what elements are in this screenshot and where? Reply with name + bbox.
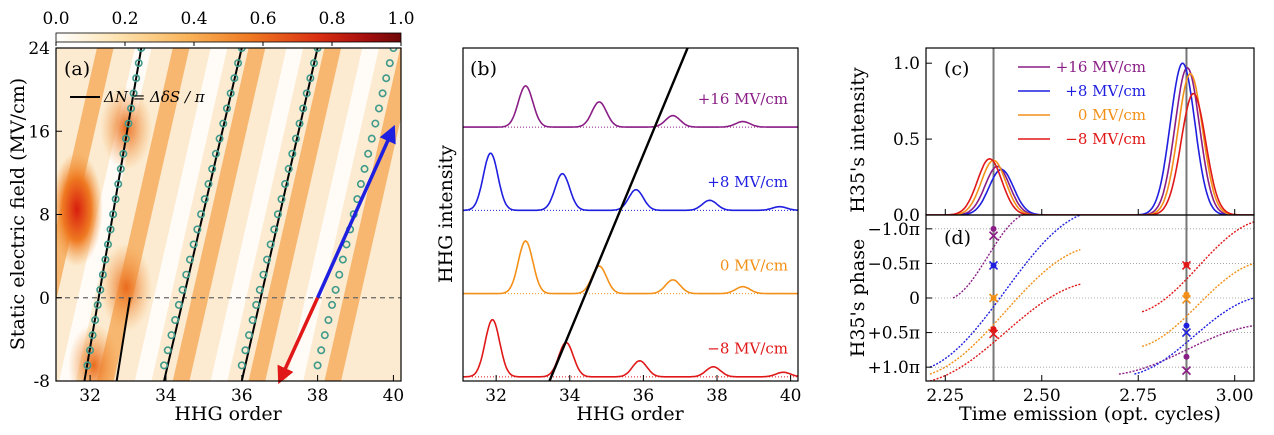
panel-d-label: (d) [944,227,971,249]
y-tick-label: 0 [909,289,920,309]
phase-dot-marker [1183,262,1189,268]
y-tick-label: +1.0π [868,358,920,378]
colorbar-tick-label: 0.0 [42,9,69,29]
colorbar-gradient [56,33,401,42]
colorbar-tick-label: 0.4 [180,9,207,29]
colorbar-tick-label: 0.2 [111,9,138,29]
x-tick-label: 38 [706,386,728,406]
series-label: +8 MV/cm [707,173,788,191]
phase-dot-marker [991,326,997,332]
legend-label: +16 MV/cm [1056,58,1146,76]
panel-b-ylabel: HHG intensity [435,145,457,283]
series-label: 0 MV/cm [720,256,788,274]
panel-a-xlabel: HHG order [174,403,282,425]
colorbar-tick-label: 1.0 [387,9,414,29]
y-tick-label: −0.5π [868,254,920,274]
phase-dot-marker [991,226,997,232]
x-tick-label: 40 [383,386,405,406]
panel-b: 32 34 36 38 40 (b) HHG order HHG intensity +… [435,48,801,425]
heatmap-hotspot [51,152,103,267]
series-label: −8 MV/cm [707,340,788,358]
y-tick-label: -8 [33,372,50,392]
colorbar-tick-label: 0.8 [318,9,345,29]
phase-line [930,284,1081,381]
y-tick-label: 24 [28,39,50,59]
cutoff-line [550,48,688,381]
y-tick-label: 0 [39,289,50,309]
panel-c: 0.00.51.0 (c) H35's intensity +16 MV/cm+… [847,48,1254,226]
phase-line [930,250,1081,375]
phase-dot-marker [1183,323,1189,329]
panel-a-ylabel: Static electric field (MV/cm) [7,78,29,350]
panel-d-xlabel: Time emission (opt. cycles) [959,403,1221,425]
y-tick-label: 1.0 [893,54,920,74]
x-tick-label: 40 [780,386,802,406]
phase-dot-marker [1183,292,1189,298]
phase-dot-marker [991,262,997,268]
panel-d-frame [926,215,1254,381]
x-tick-label: 3.00 [1216,386,1254,406]
phase-dot-marker [1183,354,1189,360]
panel-b-label: (b) [470,58,497,80]
panel-a: 32 34 36 38 40241680-8 (a) ΔN = ΔδS / π HHG … [7,39,417,425]
panel-a-label: (a) [64,58,90,80]
phase-dot-marker [991,295,997,301]
y-tick-label: −1.0π [868,220,920,240]
colorbar: 0.0 0.2 0.4 0.6 0.8 1.0 [42,9,414,46]
panel-c-label: (c) [944,58,969,80]
legend-label: +8 MV/cm [1065,82,1146,100]
phase-line [1142,222,1254,312]
legend-label: −8 MV/cm [1065,130,1146,148]
panel-d: 2.25 2.50 2.75 3.00−1.0π−0.5π0+0.5π+1.0π (d… [847,215,1254,425]
y-tick-label: 16 [28,122,50,142]
panel-d-ylabel: H35's phase [847,239,869,357]
x-tick-label: 32 [79,386,101,406]
legend-equation: ΔN = ΔδS / π [103,88,206,106]
y-tick-label: 0.5 [893,130,920,150]
legend-label: 0 MV/cm [1078,106,1146,124]
phase-line [1142,263,1254,346]
x-tick-label: 32 [485,386,507,406]
y-tick-label: +0.5π [868,324,920,344]
x-tick-label: 38 [307,386,329,406]
y-tick-label: 8 [39,206,50,226]
series-label: +16 MV/cm [698,90,788,108]
panel-b-xlabel: HHG order [576,403,684,425]
colorbar-tick-label: 0.6 [249,9,276,29]
panel-c-ylabel: H35's intensity [847,67,869,213]
